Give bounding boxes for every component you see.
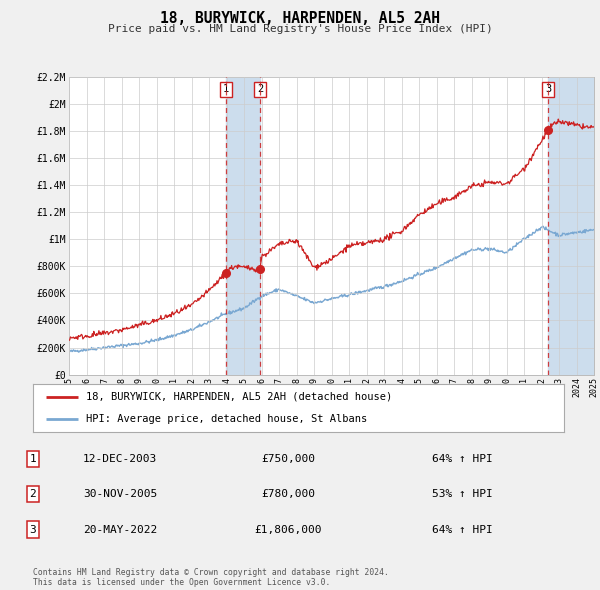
Bar — [226, 77, 260, 375]
Text: 1: 1 — [29, 454, 37, 464]
Text: £780,000: £780,000 — [261, 489, 315, 499]
Text: Price paid vs. HM Land Registry's House Price Index (HPI): Price paid vs. HM Land Registry's House … — [107, 24, 493, 34]
Text: HPI: Average price, detached house, St Albans: HPI: Average price, detached house, St A… — [86, 414, 367, 424]
Text: 18, BURYWICK, HARPENDEN, AL5 2AH (detached house): 18, BURYWICK, HARPENDEN, AL5 2AH (detach… — [86, 392, 392, 402]
Text: 64% ↑ HPI: 64% ↑ HPI — [432, 454, 493, 464]
Text: 2: 2 — [257, 84, 263, 94]
Text: 18, BURYWICK, HARPENDEN, AL5 2AH: 18, BURYWICK, HARPENDEN, AL5 2AH — [160, 11, 440, 25]
Text: £750,000: £750,000 — [261, 454, 315, 464]
Text: Contains HM Land Registry data © Crown copyright and database right 2024.
This d: Contains HM Land Registry data © Crown c… — [33, 568, 389, 587]
Text: 20-MAY-2022: 20-MAY-2022 — [83, 525, 157, 535]
Bar — [548, 77, 594, 375]
Text: 64% ↑ HPI: 64% ↑ HPI — [432, 525, 493, 535]
Text: 3: 3 — [545, 84, 551, 94]
Text: 30-NOV-2005: 30-NOV-2005 — [83, 489, 157, 499]
Text: 12-DEC-2003: 12-DEC-2003 — [83, 454, 157, 464]
Text: £1,806,000: £1,806,000 — [254, 525, 322, 535]
Text: 1: 1 — [223, 84, 229, 94]
Text: 3: 3 — [29, 525, 37, 535]
Text: 2: 2 — [29, 489, 37, 499]
Text: 53% ↑ HPI: 53% ↑ HPI — [432, 489, 493, 499]
